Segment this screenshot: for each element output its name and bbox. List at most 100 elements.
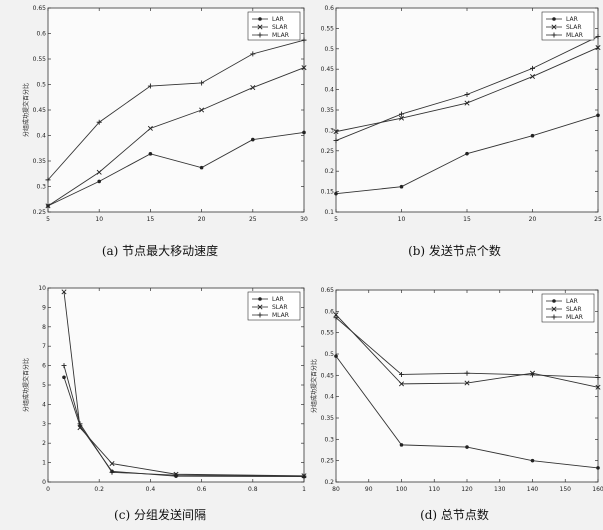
data-point-lar [530, 458, 535, 463]
y-tick-label: 5 [42, 382, 46, 389]
series-lar [334, 354, 600, 470]
series-slar [333, 312, 601, 390]
legend-label: SLAR [566, 306, 582, 313]
data-point-mlar [199, 80, 205, 86]
data-point-slar [464, 100, 470, 106]
y-tick-label: 0.35 [321, 107, 335, 114]
data-point-slar [398, 381, 405, 387]
legend-marker [551, 24, 557, 30]
y-tick-label: 0.3 [324, 127, 334, 134]
x-tick-label: 20 [198, 216, 206, 223]
data-point-slar [333, 129, 339, 135]
series-slar [45, 65, 307, 209]
y-tick-label: 0.35 [321, 415, 335, 422]
caption-c: (c) 分组发送间隔 [114, 508, 206, 522]
y-tick-label: 0.55 [33, 56, 47, 63]
data-point-slar [147, 125, 153, 131]
y-tick-label: 0.15 [321, 189, 335, 196]
data-point-mlar [96, 119, 102, 125]
data-point-lar [302, 130, 306, 135]
y-tick-label: 0.3 [324, 436, 334, 443]
y-tick-label: 0.55 [321, 330, 335, 337]
y-tick-label: 0.2 [324, 168, 334, 175]
data-point-mlar [250, 51, 256, 57]
caption-b: (b) 发送节点个数 [408, 244, 501, 258]
legend-marker [257, 24, 263, 30]
y-tick-label: 0.5 [324, 351, 334, 358]
data-point-slar [595, 384, 601, 390]
y-tick-label: 0.55 [321, 25, 335, 32]
data-point-lar [465, 445, 469, 449]
data-point-slar [61, 289, 67, 295]
y-tick-label: 0.2 [324, 479, 334, 486]
y-tick-label: 0.45 [33, 107, 47, 114]
y-tick-label: 1 [42, 460, 46, 467]
x-tick-label: 5 [46, 216, 50, 223]
data-point-mlar [333, 315, 339, 321]
legend-marker [257, 304, 263, 310]
legend-label: LAR [272, 16, 284, 23]
legend-label: LAR [566, 298, 578, 305]
data-point-slar [45, 203, 51, 209]
data-point-lar [465, 151, 469, 156]
y-tick-label: 0.5 [324, 46, 334, 53]
chart-d: 80 90 100 110 120 130 140 150 160 0.2 0.25 0.3 0.35 0… [310, 287, 603, 493]
plot-area [335, 7, 599, 213]
x-tick-label: 1 [302, 486, 306, 493]
y-tick-label: 0.6 [36, 31, 46, 38]
x-tick-label: 15 [147, 216, 155, 223]
y-tick-label: 0.35 [33, 158, 47, 165]
y-tick-label: 0.25 [33, 209, 47, 216]
chart-b: 5 10 15 20 25 0.1 0.15 0.2 0.25 0.3 0.35 0.4 0.45 0.5… [321, 5, 602, 223]
y-tick-label: 0.45 [321, 66, 335, 73]
x-tick-label: 5 [334, 216, 338, 223]
y-tick-label: 0.4 [36, 133, 46, 140]
data-point-lar [199, 165, 204, 170]
data-point-slar [398, 115, 405, 121]
subplot-b: 5 10 15 20 25 0.1 0.15 0.2 0.25 0.3 0.35 0.4 0.45 0.5… [306, 0, 603, 262]
x-tick-label: 10 [398, 216, 406, 223]
legend-label: MLAR [272, 32, 289, 39]
x-tick-label: 0.6 [197, 486, 207, 493]
y-tick-label: 3 [42, 421, 46, 428]
data-point-mlar [45, 177, 51, 183]
x-tick-label: 30 [300, 216, 308, 223]
data-point-lar [596, 466, 600, 470]
x-tick-label: 0.2 [94, 486, 104, 493]
legend-marker [552, 299, 556, 303]
legend-label: SLAR [272, 304, 288, 311]
data-point-lar [334, 354, 338, 358]
y-tick-label: 8 [42, 324, 46, 331]
subplot-d: 80 90 100 110 120 130 140 150 160 0.2 0.25 0.3 0.35 0… [306, 268, 603, 530]
data-point-mlar [595, 34, 601, 40]
series-line-lar [47, 131, 305, 207]
series-mlar [45, 37, 307, 183]
x-tick-label: 10 [95, 216, 103, 223]
data-point-mlar [530, 65, 535, 71]
data-point-mlar [301, 473, 307, 479]
x-tick-label: 120 [461, 486, 473, 493]
y-tick-label: 7 [42, 343, 46, 350]
subplot-a: 5 10 15 20 25 30 0.25 0.3 0.35 0.4 0.45 0.5 0.55 0.6 0… [10, 0, 310, 262]
data-point-mlar [77, 421, 83, 427]
y-tick-label: 0.4 [324, 394, 334, 401]
data-point-slar [301, 65, 307, 71]
data-point-slar [96, 169, 102, 175]
series-line-mlar [47, 39, 305, 181]
legend-marker [551, 32, 557, 38]
plot-area [47, 287, 305, 483]
y-tick-label: 0.3 [36, 184, 46, 191]
data-point-mlar [147, 83, 153, 89]
data-point-slar [464, 380, 470, 386]
legend-marker [551, 314, 557, 320]
legend-label: LAR [566, 16, 578, 23]
x-tick-label: 20 [529, 216, 537, 223]
y-axis-label: 分组成功提交百分比 [22, 83, 30, 137]
legend-label: SLAR [566, 24, 582, 31]
y-tick-label: 9 [42, 304, 46, 311]
data-point-mlar [399, 371, 404, 377]
data-point-slar [529, 74, 536, 80]
x-tick-label: 15 [463, 216, 471, 223]
